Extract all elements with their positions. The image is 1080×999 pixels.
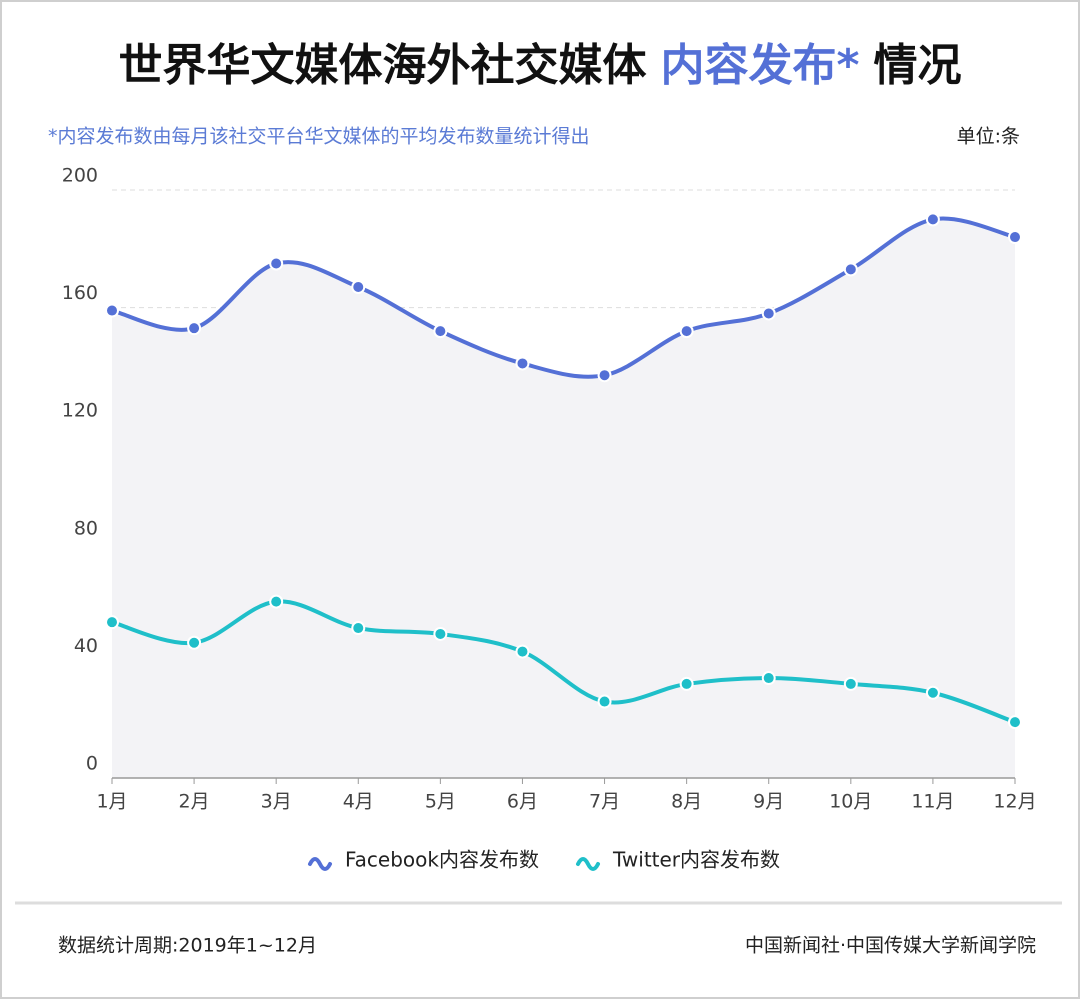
point	[925, 212, 940, 227]
point	[187, 635, 202, 650]
point	[679, 324, 694, 339]
plot: 0 40 80 120 160 200 1月 2月 3月 4月 5月 6月 7月 8月 9月 10月 11月 12…	[62, 165, 1037, 813]
y-tick-label: 80	[74, 517, 98, 539]
unit: 单位:条	[957, 126, 1020, 148]
point	[843, 676, 858, 691]
x-tick-label: 4月	[343, 791, 374, 813]
point	[679, 676, 694, 691]
x-tick-label: 11月	[911, 791, 954, 813]
point	[597, 694, 612, 709]
point	[433, 324, 448, 339]
title-prefix: 世界华文媒体海外社交媒体	[118, 40, 646, 91]
x-tick-label: 2月	[179, 791, 210, 813]
point	[761, 306, 776, 321]
point	[761, 671, 776, 686]
subtitle: *内容发布数由每月该社交平台华文媒体的平均发布数量统计得出	[48, 126, 590, 148]
point	[1008, 715, 1022, 730]
y-tick-label: 120	[62, 400, 98, 422]
x-tick-label: 6月	[507, 791, 538, 813]
point	[105, 303, 119, 318]
point	[105, 615, 119, 630]
point	[925, 685, 940, 700]
point	[269, 594, 284, 609]
footer-right: 中国新闻社·中国传媒大学新闻学院	[745, 935, 1036, 957]
title-suffix: 情况	[874, 40, 962, 91]
point	[269, 256, 284, 271]
y-tick-label: 160	[62, 282, 98, 304]
legend-icon	[576, 857, 600, 871]
legend-icon	[308, 857, 332, 871]
y-tick-label: 0	[86, 753, 98, 775]
legend-label: Facebook内容发布数	[345, 848, 539, 872]
legend-label: Twitter内容发布数	[612, 848, 780, 872]
line	[111, 216, 1016, 379]
x-tick-label: 12月	[993, 791, 1036, 813]
chart-title: 世界华文媒体海外社交媒体 内容发布* 情况	[118, 40, 961, 91]
x-tick-label: 5月	[425, 791, 456, 813]
point	[433, 626, 448, 641]
x-tick-label: 9月	[753, 791, 784, 813]
title-highlight: 内容发布*	[660, 40, 859, 91]
y-tick-label: 40	[74, 635, 98, 657]
footer-left: 数据统计周期:2019年1~12月	[58, 935, 317, 957]
x-tick-label: 7月	[589, 791, 620, 813]
y-tick-label: 200	[62, 165, 98, 187]
point	[597, 368, 612, 383]
x-tick-label: 8月	[671, 791, 702, 813]
point	[187, 321, 202, 336]
point	[843, 262, 858, 277]
point	[1008, 230, 1022, 245]
x-tick-label: 3月	[261, 791, 292, 813]
point	[351, 621, 366, 636]
point	[515, 356, 530, 371]
area	[112, 218, 1015, 778]
point	[515, 644, 530, 659]
point	[351, 280, 366, 295]
x-tick-label: 1月	[96, 791, 127, 813]
x-tick-label: 10月	[829, 791, 872, 813]
